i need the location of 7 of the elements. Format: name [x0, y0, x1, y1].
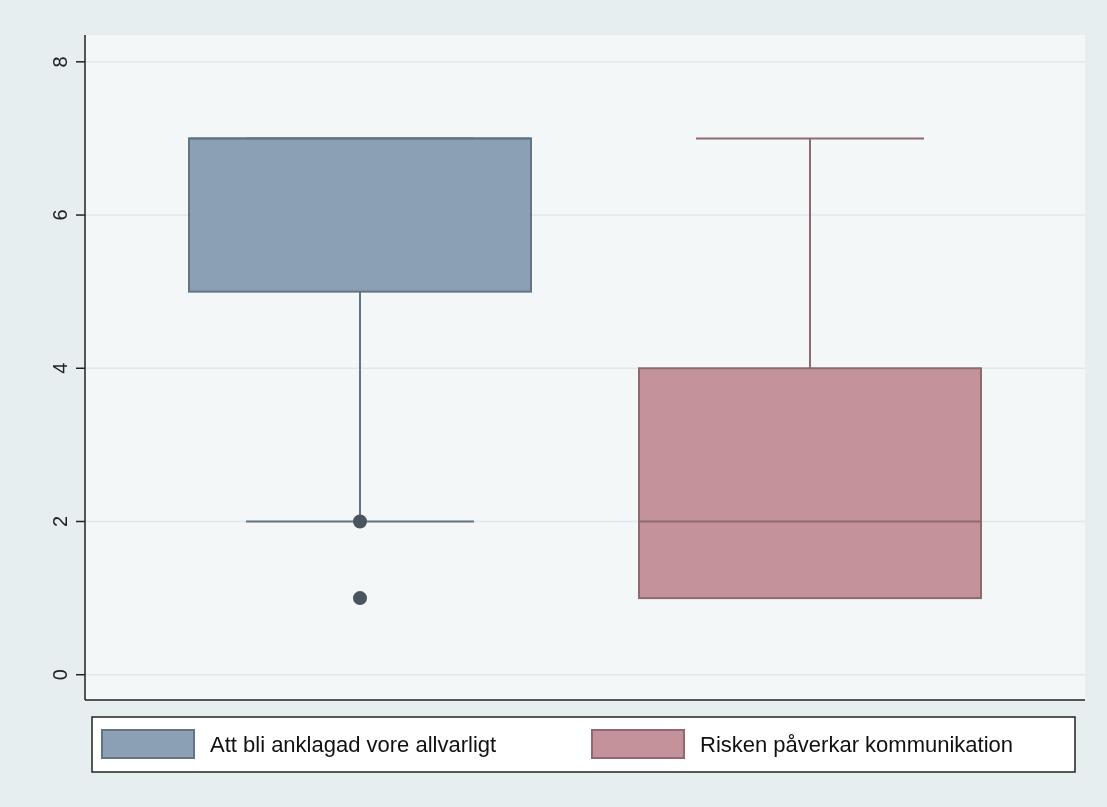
y-tick-label: 2 — [49, 515, 71, 528]
y-tick-label: 6 — [49, 209, 71, 221]
y-tick-label: 8 — [49, 56, 71, 68]
legend-label: Att bli anklagad vore allvarligt — [210, 732, 497, 757]
y-tick-label: 0 — [49, 669, 71, 681]
legend-label: Risken påverkar kommunikation — [700, 732, 1014, 757]
y-tick-label: 4 — [49, 362, 71, 374]
